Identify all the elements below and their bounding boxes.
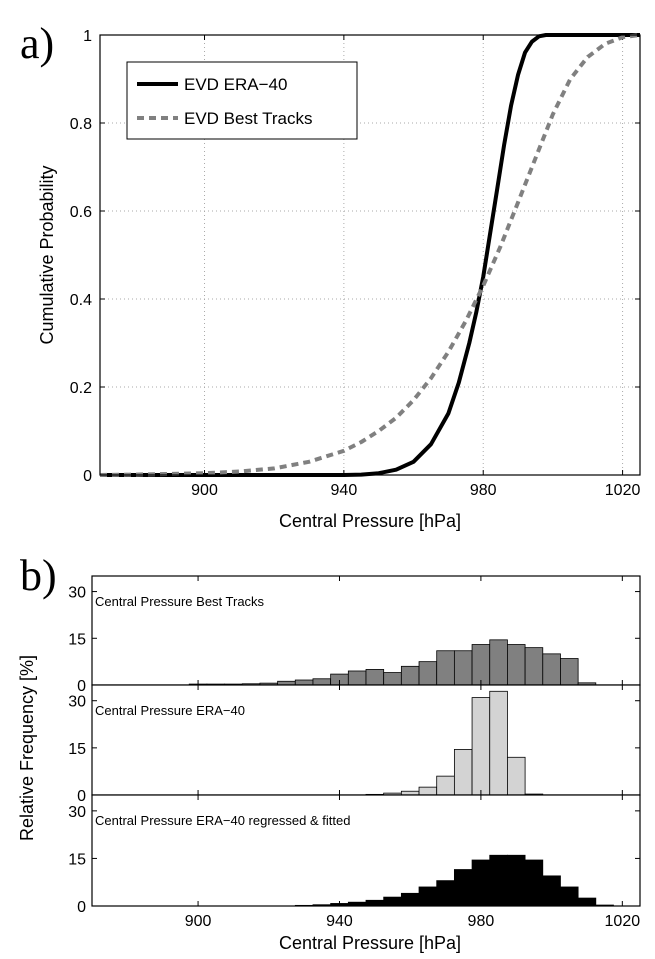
histogram-bar: [436, 775, 455, 796]
subplot-area: [92, 685, 640, 795]
histogram-bar: [489, 854, 508, 907]
histogram-bar: [418, 786, 438, 796]
panel-b-ylabel: Relative Frequency [%]: [17, 655, 37, 841]
y-tick-label: 30: [68, 804, 86, 821]
series-line-best-tracks: [99, 33, 641, 477]
histogram-bar: [471, 697, 491, 796]
y-tick-label: 30: [68, 694, 86, 711]
legend-label-era40: EVD ERA−40: [184, 75, 287, 94]
histogram-bar: [542, 875, 561, 907]
legend-box: [126, 61, 358, 140]
histogram-bar: [418, 661, 438, 686]
panel-b-xlabel: Central Pressure [hPa]: [279, 933, 461, 953]
histogram-bar: [453, 650, 473, 686]
histogram-bar: [471, 644, 491, 686]
y-tick-label: 0: [77, 788, 86, 805]
histogram-bar: [524, 647, 544, 686]
y-tick-label: 15: [68, 631, 86, 648]
y-tick-label: 1: [83, 28, 92, 45]
histogram-bar: [453, 749, 473, 796]
y-tick-label: 0.8: [70, 116, 92, 133]
histogram-bar: [400, 665, 420, 686]
histogram-bar: [507, 756, 526, 796]
histogram-bar: [524, 859, 544, 907]
panel-label-a: a): [20, 19, 54, 68]
x-tick-label: 900: [185, 913, 212, 930]
x-tick-label: 940: [331, 482, 358, 499]
y-tick-label: 0.2: [70, 380, 92, 397]
plot-frame-a: [99, 34, 641, 476]
histogram-bar: [542, 653, 561, 686]
histogram-bar: [471, 859, 491, 907]
histogram-bar: [436, 650, 455, 686]
histogram-bar: [400, 892, 420, 907]
y-tick-label: 0.4: [70, 292, 92, 309]
panel-label-b: b): [20, 551, 57, 600]
histogram-bar: [383, 672, 402, 686]
series-line-era40: [100, 33, 640, 477]
histogram-bar: [418, 886, 438, 907]
legend-label-best-tracks: EVD Best Tracks: [184, 109, 312, 128]
histogram-bar: [453, 869, 473, 907]
x-tick-label: 1020: [605, 482, 641, 499]
y-tick-label: 15: [68, 741, 86, 758]
y-tick-label: 30: [68, 585, 86, 602]
legend: EVD ERA−40 EVD Best Tracks: [126, 61, 358, 140]
histogram-bar: [294, 679, 314, 686]
x-tick-label: 980: [468, 913, 495, 930]
panel-a-ylabel: Cumulative Probability: [37, 165, 57, 344]
y-tick-label: 0.6: [70, 204, 92, 221]
histogram-bar: [489, 639, 508, 686]
x-tick-label: 1020: [605, 913, 641, 930]
histogram-bar: [347, 670, 367, 686]
histogram-bar: [560, 886, 579, 907]
y-tick-label: 0: [77, 899, 86, 916]
histogram-stack: 0 15 30 Central Pressure Best Tracks 0 15 30 Ce…: [68, 575, 641, 930]
x-tick-label: 940: [326, 913, 353, 930]
x-tick-label: 980: [470, 482, 497, 499]
histogram-bar: [383, 896, 402, 907]
y-tick-label: 0: [77, 678, 86, 695]
subplot-title: Central Pressure Best Tracks: [95, 594, 265, 609]
histogram-bar: [507, 644, 526, 686]
subplot-frame: [91, 794, 641, 907]
histogram-bar: [560, 658, 579, 686]
histogram-bar: [312, 678, 332, 686]
histogram-bar: [507, 854, 526, 907]
histogram-bar: [489, 690, 508, 796]
x-tick-label: 900: [191, 482, 218, 499]
y-tick-label: 0: [83, 468, 92, 485]
subplot-title: Central Pressure ERA−40 regressed & fitt…: [95, 813, 350, 828]
y-tick-label: 15: [68, 851, 86, 868]
histogram-bar: [365, 669, 385, 686]
histogram-bar: [365, 899, 385, 907]
histogram-bar: [577, 897, 597, 907]
histogram-bar: [436, 880, 455, 907]
subplot-title: Central Pressure ERA−40: [95, 703, 245, 718]
panel-a-xlabel: Central Pressure [hPa]: [279, 511, 461, 531]
